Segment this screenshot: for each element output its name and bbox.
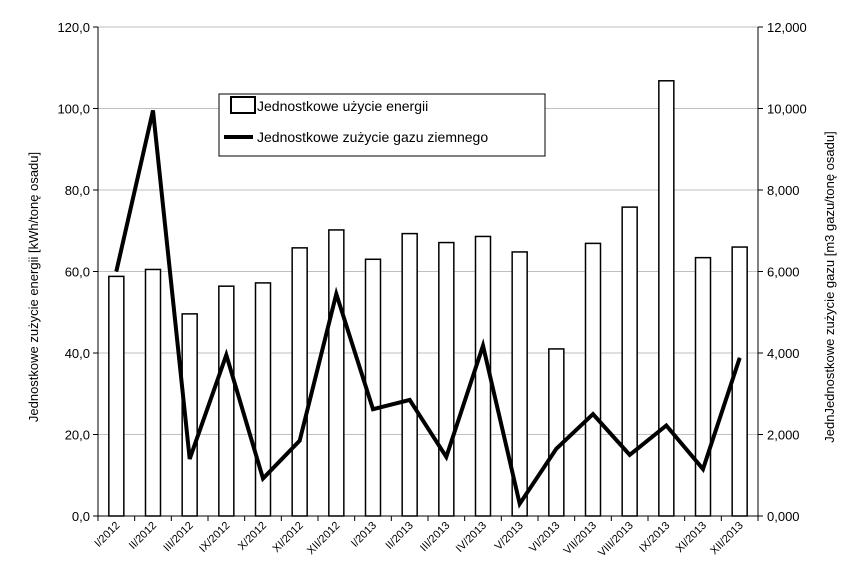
x-tick-label: V/2013 [493, 520, 526, 553]
bar [144, 268, 162, 517]
y2-tick-label: 10,000 [767, 102, 807, 117]
line-point [482, 345, 484, 347]
line-point [739, 357, 741, 359]
y2-axis-title: JednJednostkowe zużycie gazu [m3 gazu/to… [822, 131, 837, 442]
bar [328, 229, 345, 517]
bar [548, 348, 565, 517]
gas-usage-line [114, 110, 742, 509]
x-tick-label: I/2013 [349, 520, 379, 550]
x-tick-label: III/2012 [161, 520, 195, 554]
bar [291, 247, 308, 517]
legend-bar-swatch [230, 96, 256, 114]
line-point [592, 413, 594, 415]
line-point [555, 448, 557, 450]
legend: Jednostkowe użycie energii Jednostkowe z… [218, 93, 546, 157]
bar [621, 206, 638, 517]
y-tick-label: 80,0 [65, 183, 90, 198]
bar [658, 80, 675, 517]
line-point [262, 478, 264, 480]
x-tick-label: XII/2012 [305, 520, 342, 557]
bar [401, 232, 418, 517]
line-point [409, 399, 411, 401]
line-layer [114, 110, 742, 509]
x-tick-label: VII/2013 [562, 520, 599, 557]
bar [218, 285, 235, 517]
x-tick-label: VIII/2013 [596, 520, 636, 560]
x-tick-label: II/2012 [127, 520, 159, 552]
line-point [299, 440, 301, 442]
x-tick-label: IX/2012 [197, 520, 232, 555]
y-tick-label: 0,0 [72, 509, 90, 524]
legend-box [218, 93, 546, 157]
y2-tick-label: 2,000 [767, 428, 800, 443]
x-tick-label: II/2013 [384, 520, 416, 552]
line-point [629, 454, 631, 456]
line-point [152, 110, 154, 112]
x-tick-label: IX/2013 [637, 520, 672, 555]
line-point [189, 458, 191, 460]
x-tick-label: XI/2013 [674, 520, 709, 555]
bar [731, 246, 748, 517]
bar [108, 275, 125, 517]
y-tick-label: 100,0 [57, 102, 90, 117]
line-point [372, 408, 374, 410]
x-tick-label: VI/2013 [527, 520, 562, 555]
line-point [665, 425, 667, 427]
line-point [115, 271, 117, 272]
y-tick-label: 60,0 [65, 265, 90, 280]
bar [438, 241, 455, 517]
line-point [702, 468, 704, 470]
y-tick-label: 40,0 [65, 346, 90, 361]
x-tick-label: I/2012 [92, 520, 122, 550]
x-tick-label: XII/2013 [708, 520, 745, 557]
y2-tick-label: 6,000 [767, 265, 800, 280]
x-tick-label: X/2012 [236, 520, 269, 553]
line-point [445, 456, 447, 458]
y2-tick-label: 4,000 [767, 346, 800, 361]
line-point [225, 354, 227, 356]
x-tick-label: XI/2012 [270, 520, 305, 555]
y-axis-title: Jednostkowe zużycie energii [kWh/tonę os… [26, 152, 41, 422]
legend-bar-label: Jednostkowe użycie energii [257, 98, 428, 114]
y2-tick-label: 8,000 [767, 183, 800, 198]
bar [694, 256, 712, 517]
y-tick-label: 20,0 [65, 428, 90, 443]
x-tick-label: IV/2013 [454, 520, 489, 555]
bar [584, 242, 602, 517]
y2-tick-label: 0,000 [767, 509, 800, 524]
line-point [519, 503, 521, 505]
y-tick-label: 120,0 [57, 20, 90, 35]
axes-layer [93, 26, 763, 521]
line-point [335, 293, 337, 295]
legend-line-label: Jednostkowe zużycie gazu ziemnego [257, 129, 488, 145]
y2-tick-label: 12,000 [767, 20, 807, 35]
x-tick-label: III/2013 [418, 520, 452, 554]
